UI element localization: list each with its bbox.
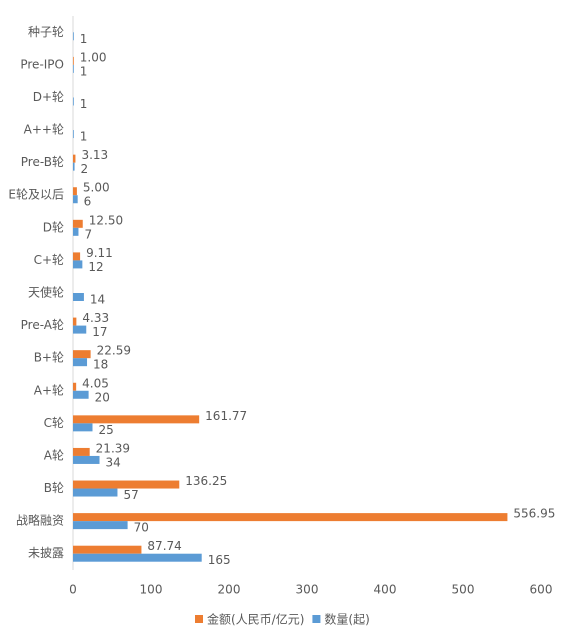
bar [73, 521, 128, 530]
value-label: 4.33 [82, 311, 109, 325]
value-label: 4.05 [82, 376, 109, 390]
x-tick-label: 600 [530, 583, 553, 597]
bar [73, 154, 76, 163]
y-tick-label: Pre-IPO [20, 57, 64, 71]
bar [73, 553, 202, 562]
value-label: 1 [80, 32, 88, 46]
bar [73, 64, 74, 73]
value-label: 136.25 [185, 474, 227, 488]
value-label: 21.39 [96, 441, 130, 455]
y-tick-label: C轮 [44, 416, 64, 430]
bar [73, 447, 90, 456]
value-label: 12 [88, 260, 103, 274]
bar [73, 227, 79, 236]
bar [73, 56, 74, 65]
bar [73, 455, 100, 464]
value-label: 20 [95, 390, 110, 404]
y-tick-label: 种子轮 [28, 25, 64, 39]
bar [73, 97, 74, 106]
value-label: 556.95 [513, 507, 555, 521]
bar [73, 130, 74, 139]
y-tick-label: C+轮 [34, 253, 64, 267]
x-tick-label: 300 [296, 583, 319, 597]
value-label: 5.00 [83, 181, 110, 195]
y-tick-label: B+轮 [34, 351, 64, 365]
legend-swatch [195, 615, 203, 623]
y-tick-label: A轮 [44, 448, 64, 462]
bar [73, 350, 91, 359]
bar [73, 382, 77, 391]
y-tick-label: D轮 [43, 220, 64, 234]
value-label: 87.74 [147, 539, 181, 553]
value-label: 25 [99, 423, 114, 437]
x-tick-label: 200 [218, 583, 241, 597]
bar [73, 162, 75, 171]
value-label: 17 [92, 325, 107, 339]
bar [73, 545, 142, 554]
value-label: 1 [80, 97, 88, 111]
value-label: 18 [93, 358, 108, 372]
value-label: 3.13 [81, 148, 108, 162]
bar [73, 513, 508, 522]
y-tick-label: Pre-A轮 [21, 318, 64, 332]
bar [73, 195, 78, 204]
value-label: 70 [134, 521, 149, 535]
bar [73, 317, 77, 326]
x-tick-label: 0 [69, 583, 77, 597]
y-tick-label: 天使轮 [28, 285, 64, 300]
y-tick-label: E轮及以后 [8, 188, 64, 202]
bar [73, 219, 83, 228]
y-tick-label: A+轮 [34, 383, 64, 397]
value-label: 165 [208, 553, 231, 567]
y-tick-label: 战略融资 [16, 513, 64, 528]
value-label: 1 [80, 64, 88, 78]
legend-label: 金额(人民币/亿元) [207, 612, 304, 627]
legend-swatch [312, 615, 321, 623]
value-label: 1.00 [80, 50, 107, 64]
x-tick-label: 500 [452, 583, 475, 597]
y-tick-label: 未披露 [28, 546, 64, 560]
bar [73, 325, 87, 334]
bar [73, 423, 93, 432]
value-label: 14 [90, 293, 105, 307]
value-label: 34 [106, 455, 121, 469]
value-label: 6 [84, 195, 92, 209]
value-label: 2 [81, 162, 89, 176]
value-label: 22.59 [97, 344, 131, 358]
legend-label: 数量(起) [324, 612, 369, 627]
y-tick-label: A++轮 [24, 123, 64, 137]
bar [73, 488, 118, 497]
value-label: 9.11 [86, 246, 113, 260]
bar [73, 480, 180, 489]
value-label: 7 [84, 227, 92, 241]
bar [73, 252, 81, 261]
bar [73, 358, 88, 367]
y-tick-label: Pre-B轮 [21, 155, 64, 169]
value-label: 57 [123, 488, 138, 502]
x-tick-label: 400 [374, 583, 397, 597]
bar [73, 32, 74, 41]
bar [73, 293, 84, 301]
bar [73, 260, 83, 269]
value-label: 12.50 [89, 213, 123, 227]
y-tick-label: B轮 [44, 481, 64, 495]
x-tick-label: 100 [140, 583, 163, 597]
value-label: 1 [80, 130, 88, 144]
value-label: 161.77 [205, 409, 247, 423]
y-tick-label: D+轮 [33, 90, 64, 104]
bar [73, 415, 200, 424]
bar [73, 390, 89, 399]
bar [73, 187, 77, 196]
